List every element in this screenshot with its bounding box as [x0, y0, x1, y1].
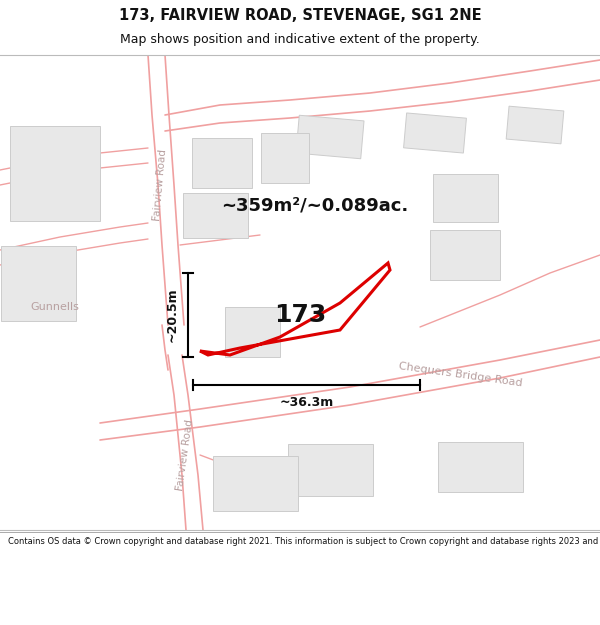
- Bar: [296, 115, 364, 159]
- Bar: [10, 126, 100, 221]
- Bar: [430, 230, 500, 280]
- Bar: [287, 444, 373, 496]
- Text: 173: 173: [274, 303, 326, 327]
- Bar: [404, 113, 466, 153]
- Bar: [261, 133, 309, 183]
- Text: Map shows position and indicative extent of the property.: Map shows position and indicative extent…: [120, 33, 480, 46]
- Text: 173, FAIRVIEW ROAD, STEVENAGE, SG1 2NE: 173, FAIRVIEW ROAD, STEVENAGE, SG1 2NE: [119, 8, 481, 23]
- Text: ~20.5m: ~20.5m: [166, 288, 179, 342]
- Bar: [212, 456, 298, 511]
- Bar: [192, 138, 252, 188]
- Bar: [224, 307, 280, 357]
- Bar: [506, 106, 564, 144]
- Text: ~36.3m: ~36.3m: [280, 396, 334, 409]
- Text: Fairview Road: Fairview Road: [152, 149, 168, 221]
- Text: Chequers Bridge Road: Chequers Bridge Road: [398, 361, 523, 389]
- Text: ~359m²/~0.089ac.: ~359m²/~0.089ac.: [221, 196, 409, 214]
- Bar: [433, 174, 497, 222]
- Text: Fairview Road: Fairview Road: [175, 419, 195, 491]
- Bar: [437, 442, 523, 492]
- Text: Contains OS data © Crown copyright and database right 2021. This information is : Contains OS data © Crown copyright and d…: [8, 537, 600, 546]
- Text: Gunnells: Gunnells: [31, 302, 79, 312]
- Bar: [182, 192, 248, 238]
- Bar: [1, 246, 76, 321]
